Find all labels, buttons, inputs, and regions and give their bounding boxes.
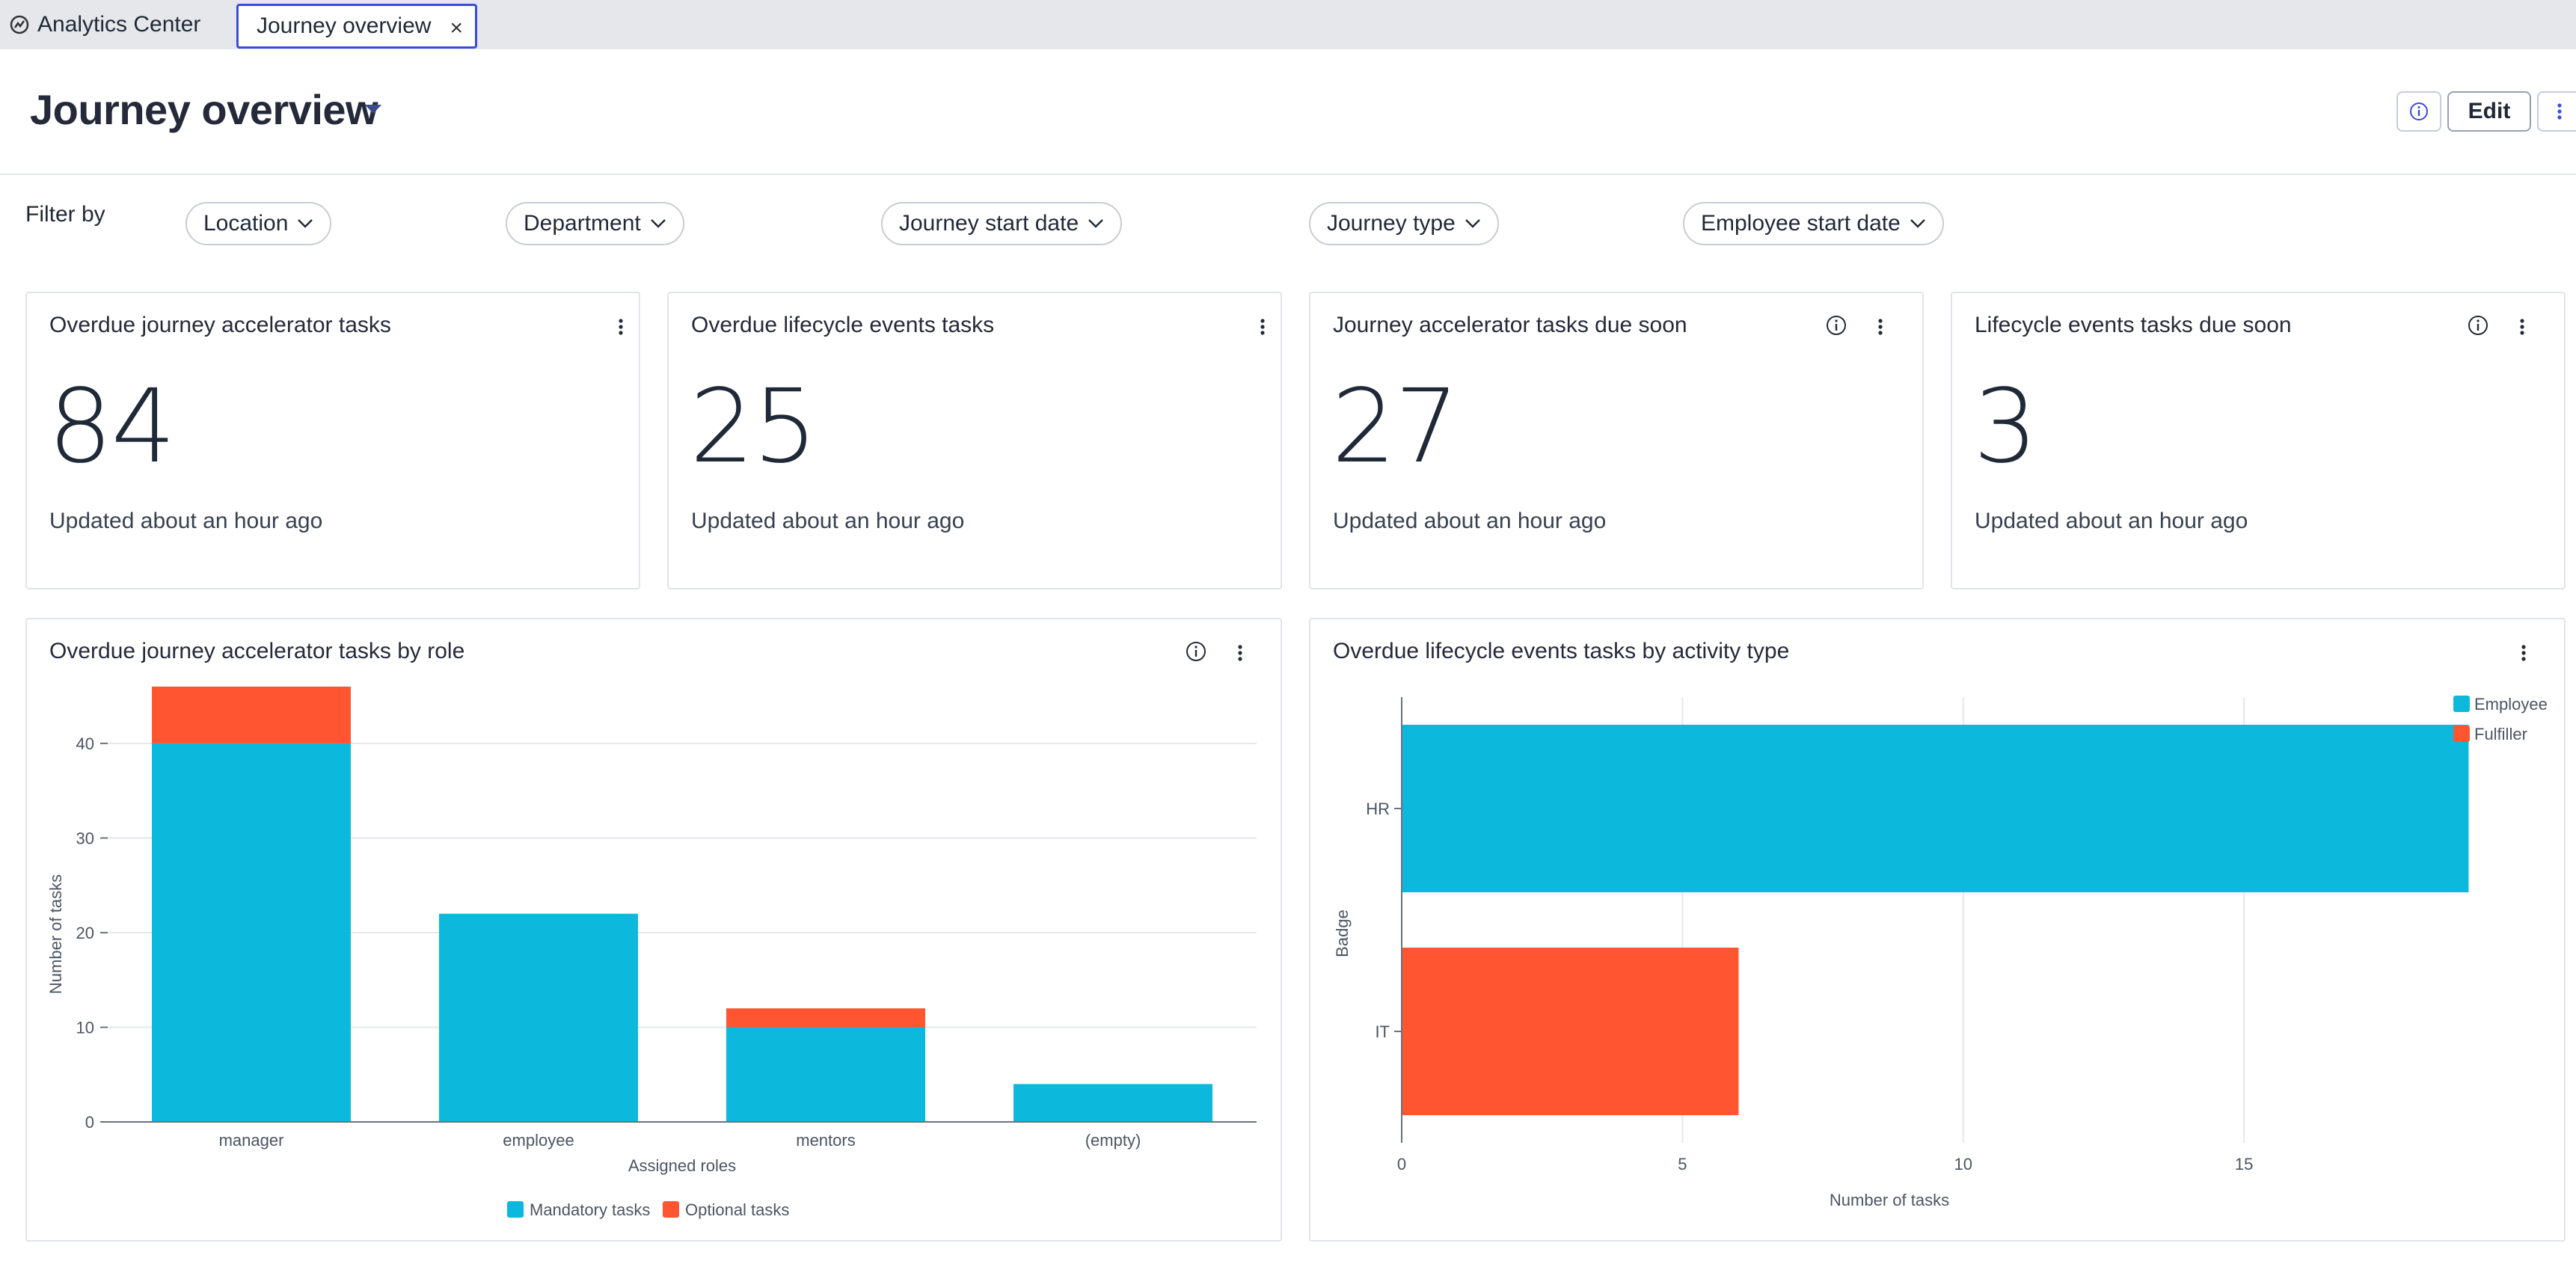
legend-label: Fulfiller <box>2474 725 2527 743</box>
more-vertical-icon <box>2557 103 2562 120</box>
y-tick-label: 30 <box>76 829 94 847</box>
kpi-card-title: Lifecycle events tasks due soon <box>1975 313 2292 337</box>
chevron-down-icon <box>1910 219 1925 228</box>
info-icon[interactable] <box>1825 314 1847 337</box>
y-tick-label: 40 <box>76 734 94 753</box>
x-tick-label: 15 <box>2235 1155 2253 1174</box>
x-tick-label: manager <box>219 1131 284 1150</box>
bar-fulfiller[interactable] <box>1402 948 1739 1115</box>
kpi-value: 27 <box>1331 368 1459 486</box>
title-dropdown-icon[interactable] <box>365 105 381 114</box>
bar-optional[interactable] <box>726 1008 925 1028</box>
y-tick-label: HR <box>1366 800 1390 818</box>
filter-journey-start-date[interactable]: Journey start date <box>881 202 1123 245</box>
chevron-down-icon <box>1465 219 1480 228</box>
chevron-down-icon <box>298 219 313 228</box>
kpi-updated-text: Updated about an hour ago <box>49 509 323 533</box>
kpi-card-title: Overdue lifecycle events tasks <box>691 313 995 337</box>
filter-department-label: Department <box>524 211 641 236</box>
kpi-value: 84 <box>48 368 176 486</box>
kpi-card-lifecycle-events-due-soon: Lifecycle events tasks due soon 3 Update… <box>1951 292 2566 589</box>
legend-swatch <box>2453 696 2470 712</box>
kpi-card-title: Overdue journey accelerator tasks <box>49 313 391 337</box>
y-axis-label: Number of tasks <box>46 874 65 994</box>
legend-label: Mandatory tasks <box>530 1200 650 1219</box>
legend-label: Optional tasks <box>685 1200 789 1219</box>
kpi-value: 3 <box>1973 368 2038 486</box>
chart-card-overdue-by-role: Overdue journey accelerator tasks by rol… <box>25 618 1282 1242</box>
filter-journey-type[interactable]: Journey type <box>1309 202 1499 245</box>
bar-mandatory[interactable] <box>726 1027 925 1122</box>
y-tick-label: 10 <box>76 1018 94 1037</box>
edit-button[interactable]: Edit <box>2447 91 2531 132</box>
kpi-updated-text: Updated about an hour ago <box>1975 509 2248 533</box>
kpi-card-title: Journey accelerator tasks due soon <box>1333 313 1687 337</box>
x-tick-label: 10 <box>1954 1155 1972 1174</box>
kpi-card-overdue-journey-accelerator: Overdue journey accelerator tasks 84 Upd… <box>25 292 640 589</box>
legend-label: Employee <box>2474 695 2548 714</box>
page-header: Journey overview Edit <box>0 49 2576 175</box>
filter-location[interactable]: Location <box>185 202 332 245</box>
page-title: Journey overview <box>30 86 378 133</box>
chart-title: Overdue journey accelerator tasks by rol… <box>49 639 465 663</box>
y-axis-label: Badge <box>1333 909 1352 957</box>
x-tick-label: employee <box>503 1131 574 1150</box>
more-vertical-icon[interactable] <box>2515 316 2530 338</box>
more-options-button[interactable] <box>2537 91 2576 132</box>
y-tick-label: 0 <box>85 1113 94 1132</box>
tab-analytics-center[interactable]: Analytics Center <box>9 0 200 49</box>
kpi-updated-text: Updated about an hour ago <box>691 509 965 533</box>
chart-card-overdue-by-activity: Overdue lifecycle events tasks by activi… <box>1309 618 2566 1242</box>
legend-swatch <box>507 1201 524 1218</box>
kpi-value: 25 <box>690 368 818 486</box>
tab-bar: Analytics Center Journey overview × <box>0 0 2576 49</box>
more-vertical-icon[interactable] <box>613 316 628 338</box>
legend-swatch <box>663 1201 679 1218</box>
more-vertical-icon[interactable] <box>1873 316 1888 338</box>
bar-mandatory[interactable] <box>1013 1084 1212 1122</box>
bar-optional[interactable] <box>152 687 351 743</box>
x-axis-label: Number of tasks <box>1830 1191 1949 1209</box>
info-icon[interactable] <box>2467 314 2489 337</box>
filter-employee-start-date-label: Employee start date <box>1701 211 1901 236</box>
x-axis-label: Assigned roles <box>628 1156 736 1175</box>
filter-location-label: Location <box>203 211 289 236</box>
x-tick-label: 5 <box>1678 1155 1687 1174</box>
filter-journey-type-label: Journey type <box>1327 211 1456 236</box>
y-tick-label: IT <box>1375 1022 1390 1041</box>
kpi-card-journey-accelerator-due-soon: Journey accelerator tasks due soon 27 Up… <box>1309 292 1924 589</box>
tab-journey-overview[interactable]: Journey overview × <box>236 4 477 49</box>
info-icon <box>2410 102 2428 120</box>
tab-analytics-center-label: Analytics Center <box>37 12 201 37</box>
bar-employee[interactable] <box>1402 725 2469 892</box>
legend-swatch <box>2453 726 2470 742</box>
kpi-card-overdue-lifecycle-events: Overdue lifecycle events tasks 25 Update… <box>667 292 1282 589</box>
info-icon[interactable] <box>1185 640 1207 663</box>
tab-close-icon[interactable]: × <box>450 16 463 40</box>
chevron-down-icon <box>650 219 666 228</box>
horizontal-bar-chart: 0 5 10 15 HR IT Number of tasks Badge Employee Fu… <box>1333 695 2548 1209</box>
chart-title: Overdue lifecycle events tasks by activi… <box>1333 639 1790 663</box>
x-tick-label: (empty) <box>1085 1131 1141 1150</box>
filter-department[interactable]: Department <box>506 202 684 245</box>
chevron-down-icon <box>1088 219 1103 228</box>
bar-mandatory[interactable] <box>439 913 638 1122</box>
more-vertical-icon[interactable] <box>2516 642 2531 664</box>
filter-journey-start-date-label: Journey start date <box>899 211 1079 236</box>
filter-employee-start-date[interactable]: Employee start date <box>1683 202 1944 245</box>
x-tick-label: 0 <box>1397 1155 1406 1174</box>
stacked-bar-chart: 0 10 20 30 40 manager employee mentors (empty) As… <box>46 687 1257 1219</box>
analytics-logo-icon <box>10 15 29 34</box>
filter-by-label: Filter by <box>25 202 105 227</box>
x-tick-label: mentors <box>796 1131 855 1150</box>
kpi-updated-text: Updated about an hour ago <box>1333 509 1607 533</box>
more-vertical-icon[interactable] <box>1255 316 1270 338</box>
bar-mandatory[interactable] <box>152 743 351 1122</box>
y-tick-label: 20 <box>76 924 94 942</box>
tab-journey-overview-label: Journey overview <box>257 13 432 38</box>
more-vertical-icon[interactable] <box>1233 642 1248 664</box>
info-button[interactable] <box>2396 91 2441 132</box>
